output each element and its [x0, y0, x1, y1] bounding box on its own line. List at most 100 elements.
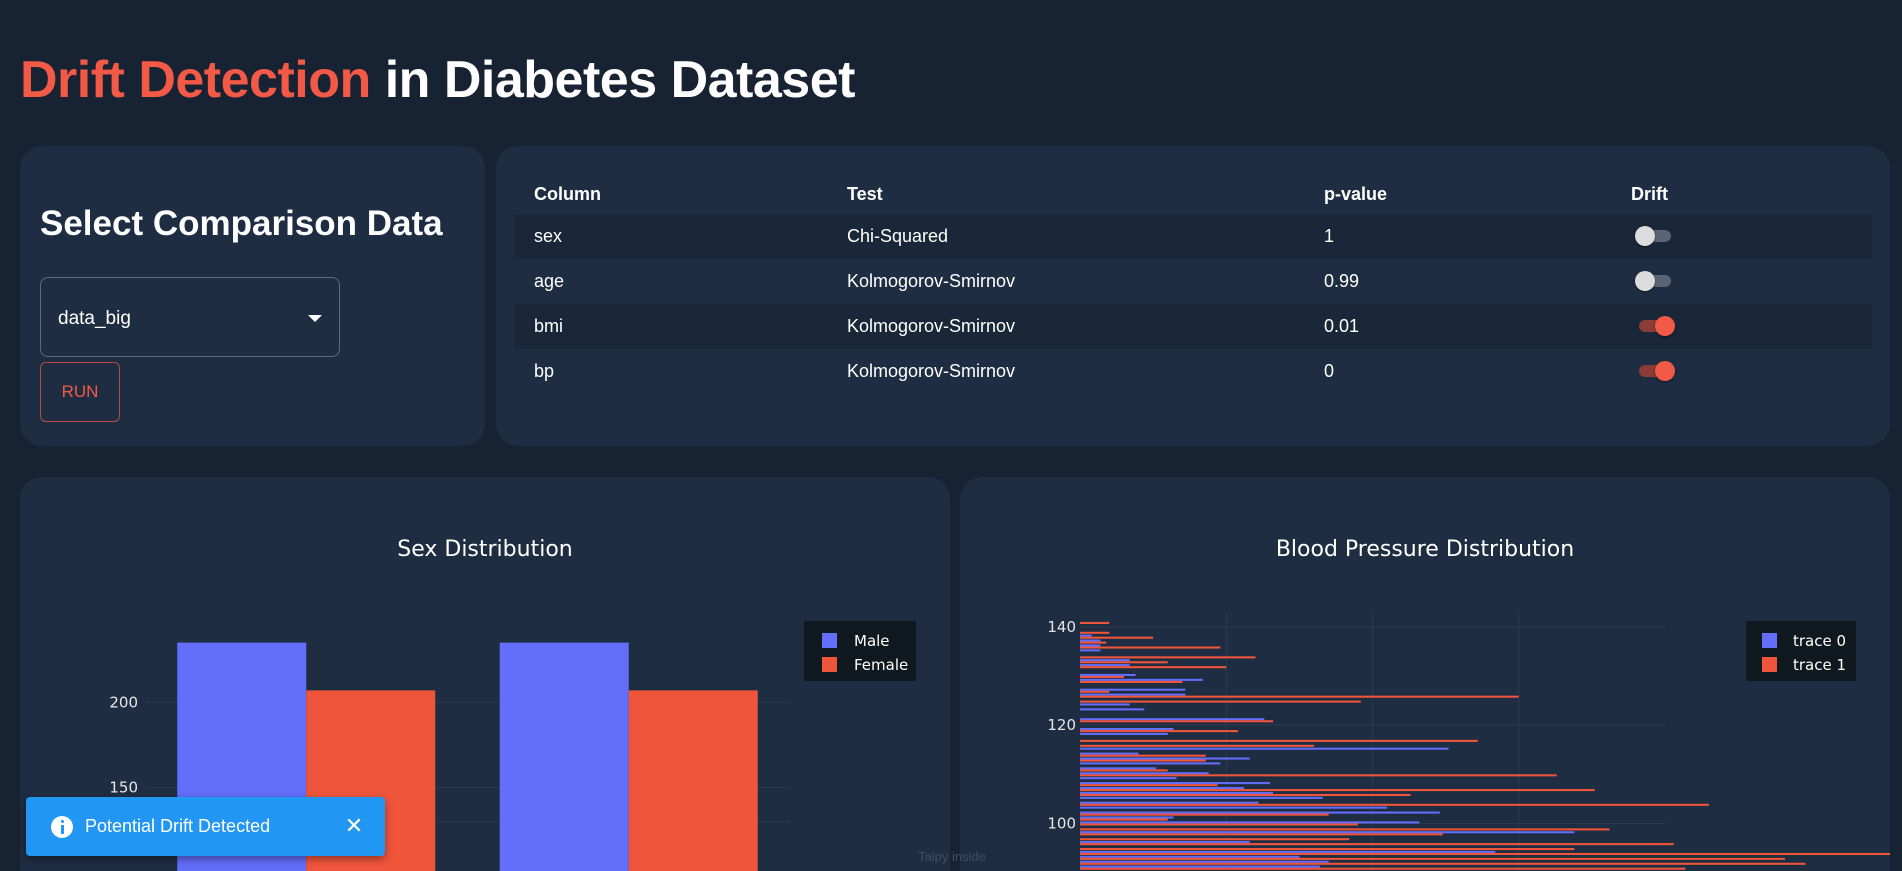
histogram-bar-trace-1: [1080, 759, 1206, 762]
histogram-bar-trace-0: [1080, 762, 1221, 765]
column-header-p-value: p-value: [1324, 184, 1388, 204]
table-row: bmi Kolmogorov-Smirnov 0.01: [514, 304, 1872, 349]
cell-column: sex: [534, 226, 563, 246]
legend-swatch: [1762, 633, 1777, 648]
y-tick-label: 120: [1047, 716, 1076, 734]
histogram-bar-trace-0: [1080, 791, 1274, 794]
legend-swatch: [822, 633, 837, 648]
page-title: Drift Detection in Diabetes Dataset: [20, 50, 855, 110]
histogram-bar-trace-0: [1080, 782, 1271, 785]
histogram-bar-trace-1: [1080, 852, 1890, 855]
legend-swatch: [1762, 657, 1777, 672]
column-header-drift: Drift: [1631, 184, 1668, 204]
histogram-bar-trace-1: [1080, 730, 1238, 733]
histogram-bar-trace-0: [1080, 693, 1186, 696]
histogram-bar-trace-1: [1080, 843, 1674, 846]
histogram-bar-trace-0: [1080, 855, 1300, 858]
histogram-bar-trace-0: [1080, 831, 1575, 834]
histogram-bar-trace-0: [1080, 865, 1320, 868]
drift-toggle[interactable]: [1635, 361, 1675, 381]
histogram-bar-trace-1: [1080, 818, 1168, 821]
histogram-bar-trace-1: [1080, 661, 1168, 664]
footer-text: Talpy inside: [918, 849, 986, 864]
histogram-bar-trace-0: [1080, 811, 1440, 814]
drift-table: Column Test p-value Drift sex Chi-Squared…: [514, 174, 1872, 394]
comparison-data-dropdown[interactable]: data_big: [40, 277, 340, 357]
histogram-bar-trace-0: [1080, 777, 1177, 780]
histogram-bar-trace-0: [1080, 772, 1209, 775]
histogram-bar-trace-0: [1080, 718, 1265, 721]
histogram-bar-trace-1: [1080, 739, 1478, 742]
page-title-accent: Drift Detection: [20, 51, 371, 109]
table-row: bp Kolmogorov-Smirnov 0: [514, 349, 1872, 394]
histogram-bar-trace-1: [1080, 789, 1595, 792]
y-tick-label: 100: [1047, 814, 1076, 832]
cell-column: bp: [534, 361, 555, 381]
cell-p-value: 0: [1324, 361, 1335, 381]
histogram-bar-trace-1: [1080, 636, 1154, 639]
histogram-bar-trace-1: [1080, 784, 1218, 787]
cell-p-value: 1: [1324, 226, 1335, 246]
close-icon[interactable]: ✕: [344, 813, 364, 838]
drift-toggle[interactable]: [1635, 316, 1675, 336]
comparison-selector-card: Select Comparison Data data_big RUN: [20, 146, 485, 446]
histogram-bar-trace-1: [1080, 646, 1221, 649]
cell-column: bmi: [534, 316, 564, 336]
legend-label: trace 1: [1793, 656, 1846, 674]
histogram-bar-trace-1: [1080, 862, 1806, 865]
histogram-bar-trace-1: [1080, 774, 1557, 777]
histogram-bar-trace-1: [1080, 744, 1314, 747]
drift-toggle[interactable]: [1635, 271, 1675, 291]
histogram-bar-trace-0: [1080, 821, 1420, 824]
histogram-bar-trace-1: [1080, 857, 1785, 860]
legend-label: trace 0: [1793, 632, 1846, 650]
histogram-bar-trace-1: [1080, 793, 1411, 797]
histogram-bar-trace-0: [1080, 752, 1139, 755]
drift-table-card: Column Test p-value Drift sex Chi-Squared…: [496, 146, 1890, 446]
histogram-bar-trace-0: [1080, 634, 1092, 637]
legend-label: Male: [854, 632, 890, 650]
histogram-bar-trace-0: [1080, 757, 1250, 760]
histogram-bar-trace-0: [1080, 786, 1244, 790]
sex-distribution-chart: 150 200 Male Female: [109, 621, 916, 871]
histogram-bar-trace-0: [1080, 767, 1157, 770]
bar-female: [628, 690, 758, 871]
histogram-bar-trace-0: [1080, 688, 1186, 691]
run-button[interactable]: RUN: [40, 362, 120, 422]
histogram-bar-trace-1: [1080, 675, 1124, 679]
bar-male: [499, 642, 629, 871]
histogram-bar-trace-1: [1080, 680, 1183, 683]
legend-swatch: [822, 657, 837, 672]
blood-pressure-card: Blood Pressure Distribution 100 120 140 tra…: [960, 477, 1890, 871]
chart-title: Sex Distribution: [397, 537, 573, 562]
histogram-bar-trace-1: [1080, 700, 1361, 703]
histogram-bar-trace-1: [1080, 666, 1227, 669]
histogram-bar-trace-0: [1080, 850, 1496, 853]
info-icon: [51, 816, 73, 838]
histogram-bar-trace-0: [1080, 644, 1101, 647]
histogram-bar-trace-1: [1080, 621, 1110, 624]
histogram-bar-trace-0: [1080, 727, 1174, 731]
histogram-bar-trace-0: [1080, 639, 1101, 642]
histogram-bar-trace-0: [1080, 732, 1168, 735]
histogram-bar-trace-1: [1080, 848, 1575, 851]
cell-test: Kolmogorov-Smirnov: [847, 361, 1016, 381]
histogram-bar-trace-1: [1080, 867, 1686, 870]
histogram-bar-trace-0: [1080, 747, 1449, 750]
blood-pressure-chart: 100 120 140 trace 0 trace 1: [1047, 612, 1890, 871]
histogram-bar-trace-0: [1080, 664, 1130, 667]
drift-toggle[interactable]: [1635, 226, 1675, 246]
histogram-bar-trace-1: [1080, 631, 1110, 634]
histogram-bar-trace-0: [1080, 703, 1130, 706]
histogram-bar-trace-0: [1080, 806, 1388, 809]
column-header-column: Column: [534, 184, 601, 204]
dropdown-selected-value: data_big: [58, 308, 131, 329]
table-row: sex Chi-Squared 1: [514, 214, 1872, 259]
histogram-bar-trace-1: [1080, 803, 1709, 806]
histogram-bar-trace-0: [1080, 816, 1174, 819]
histogram-bar-trace-1: [1080, 695, 1519, 698]
drift-notification-toast: Potential Drift Detected ✕: [26, 797, 385, 856]
page-title-rest: in Diabetes Dataset: [370, 51, 856, 109]
histogram-bar-trace-1: [1080, 656, 1256, 659]
cell-test: Kolmogorov-Smirnov: [847, 316, 1016, 336]
